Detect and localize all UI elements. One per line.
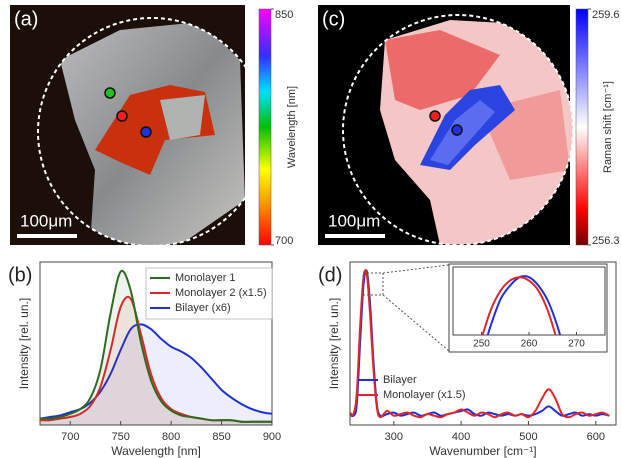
colorbar-tick-label: 259.6 bbox=[592, 9, 620, 21]
zoom-line bbox=[383, 265, 449, 273]
x-tick-label: 300 bbox=[385, 431, 403, 443]
y-axis-label: Intensity [rel. un.] bbox=[17, 298, 31, 389]
x-tick-label: 700 bbox=[61, 431, 79, 443]
x-axis-label: Wavenumber [cm⁻¹] bbox=[429, 444, 536, 458]
x-tick-label: 400 bbox=[452, 431, 470, 443]
y-axis-label: Intensity [rel. un.] bbox=[327, 298, 341, 389]
colorbar-label: Raman shift [cm⁻¹] bbox=[602, 81, 614, 173]
scale-bar-label: 100μm bbox=[20, 211, 72, 230]
legend-label: Monolayer (x1.5) bbox=[383, 389, 466, 401]
colorbar-tick-label: 700 bbox=[275, 235, 293, 247]
colorbar bbox=[259, 9, 271, 245]
legend-label: Bilayer (x6) bbox=[175, 302, 231, 314]
legend-label: Monolayer 2 (x1.5) bbox=[175, 287, 267, 299]
inset-x-tick-label: 270 bbox=[568, 339, 585, 350]
colorbar-tick-label: 850 bbox=[275, 9, 293, 21]
x-tick-label: 600 bbox=[587, 431, 605, 443]
colorbar-tick-label: 256.3 bbox=[592, 235, 620, 247]
figure: (a) 100μm 700 850 Wavelength [nm] (c) 100μm 256… bbox=[0, 0, 621, 458]
x-tick-label: 850 bbox=[212, 431, 230, 443]
panel-label: (c) bbox=[322, 8, 345, 30]
zoom-box bbox=[363, 273, 383, 295]
inset-x-tick-label: 250 bbox=[473, 339, 490, 350]
x-tick-label: 800 bbox=[162, 431, 180, 443]
inset-x-tick-label: 260 bbox=[521, 339, 538, 350]
x-tick-label: 750 bbox=[112, 431, 130, 443]
panel-label: (a) bbox=[14, 8, 38, 30]
legend-label: Bilayer bbox=[383, 374, 417, 386]
x-tick-label: 900 bbox=[263, 431, 281, 443]
legend-label: Monolayer 1 bbox=[175, 272, 236, 284]
x-axis-label: Wavelength [nm] bbox=[111, 444, 201, 458]
colorbar-label: Wavelength [nm] bbox=[286, 86, 298, 168]
panel-label: (b) bbox=[8, 264, 32, 286]
zoom-line bbox=[383, 295, 449, 351]
raman-map bbox=[318, 5, 580, 245]
x-tick-label: 500 bbox=[519, 431, 537, 443]
colorbar bbox=[576, 9, 588, 245]
panel-label: (d) bbox=[318, 264, 342, 286]
optical-image bbox=[10, 5, 266, 246]
scale-bar-label: 100μm bbox=[328, 211, 380, 230]
